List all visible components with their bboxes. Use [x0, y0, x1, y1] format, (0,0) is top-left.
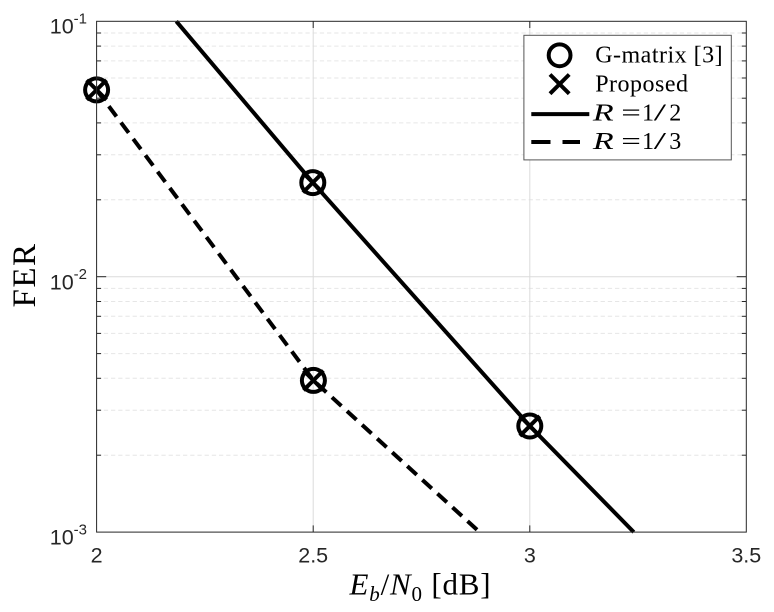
svg-text:R: R: [592, 129, 614, 155]
svg-text:/: /: [654, 99, 666, 126]
svg-text:/: /: [654, 127, 666, 154]
svg-text:1: 1: [642, 129, 654, 155]
svg-text:Proposed: Proposed: [595, 72, 688, 98]
svg-text:3: 3: [669, 129, 681, 155]
svg-text:R: R: [592, 100, 614, 126]
svg-text:2.5: 2.5: [298, 544, 328, 568]
svg-text:=: =: [621, 128, 641, 154]
svg-text:10-2: 10-2: [50, 266, 87, 294]
svg-text:=: =: [621, 100, 641, 126]
svg-text:Eb/N0 [dB]: Eb/N0 [dB]: [349, 567, 492, 607]
svg-text:FER: FER: [7, 242, 43, 307]
svg-text:G-matrix [3]: G-matrix [3]: [595, 43, 723, 69]
svg-text:3.5: 3.5: [731, 544, 761, 568]
svg-text:2: 2: [91, 544, 103, 568]
svg-text:1: 1: [642, 101, 654, 127]
svg-text:2: 2: [669, 101, 681, 127]
svg-text:3: 3: [524, 544, 536, 568]
